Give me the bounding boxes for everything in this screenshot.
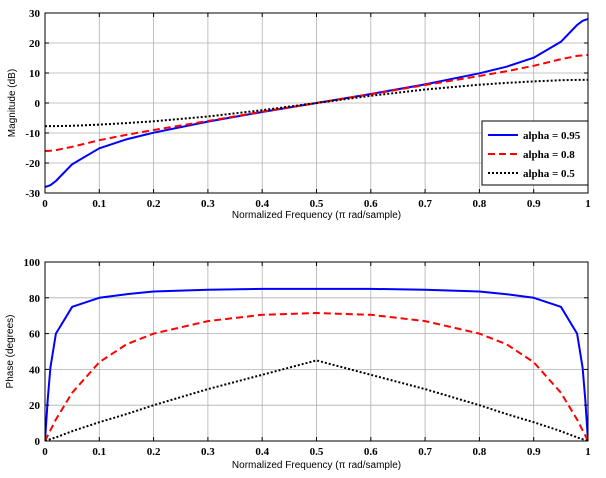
y-tick-label: 0 bbox=[35, 98, 41, 110]
y-tick-label: -20 bbox=[25, 158, 40, 170]
x-tick-label: 0.8 bbox=[473, 198, 487, 210]
x-axis-label: Normalized Frequency (π rad/sample) bbox=[232, 460, 401, 471]
tick-marks bbox=[44, 261, 589, 442]
y-axis-label: Magnitude (dB) bbox=[7, 69, 18, 137]
y-tick-label: 40 bbox=[29, 364, 41, 376]
x-tick-label: 0.2 bbox=[147, 446, 161, 458]
x-axis-label: Normalized Frequency (π rad/sample) bbox=[232, 210, 401, 221]
legend-label-2: alpha = 0.8 bbox=[523, 149, 575, 161]
series-line-3 bbox=[45, 359, 588, 441]
y-tick-label: 80 bbox=[29, 293, 41, 305]
y-axis-label: Phase (degrees) bbox=[5, 315, 16, 389]
x-tick-label: 0.1 bbox=[92, 198, 106, 210]
y-tick-label: 0 bbox=[35, 436, 41, 448]
x-tick-label: 0.8 bbox=[473, 446, 487, 458]
series-group bbox=[45, 18, 588, 188]
x-tick-label: 0.2 bbox=[147, 198, 161, 210]
x-tick-label: 0.3 bbox=[201, 198, 215, 210]
x-tick-label: 0.4 bbox=[255, 446, 269, 458]
x-tick-label: 1 bbox=[585, 198, 591, 210]
x-tick-label: 0 bbox=[42, 446, 48, 458]
x-tick-label: 1 bbox=[585, 446, 591, 458]
series-group bbox=[45, 287, 588, 441]
y-tick-label: -30 bbox=[25, 188, 40, 200]
tick-marks bbox=[44, 12, 589, 194]
legend-label-3: alpha = 0.5 bbox=[523, 168, 575, 180]
y-tick-label: 100 bbox=[24, 257, 41, 269]
x-tick-label: 0.9 bbox=[527, 446, 541, 458]
x-tick-label: 0.6 bbox=[364, 446, 378, 458]
y-tick-label: 20 bbox=[29, 400, 41, 412]
chart-2: 0 0.1 0.2 0.3 0.4 0.5 0.6 0.7 0.8 0.9 1 0 20 40 60 80 10… bbox=[5, 257, 591, 471]
y-tick-label: 10 bbox=[29, 68, 41, 80]
x-tick-label: 0.5 bbox=[310, 198, 324, 210]
series-line-3 bbox=[45, 78, 588, 128]
x-tick-label: 0.4 bbox=[255, 198, 269, 210]
series-line-2 bbox=[45, 312, 588, 441]
x-tick-label: 0.9 bbox=[527, 198, 541, 210]
y-tick-label: 60 bbox=[29, 329, 41, 341]
y-tick-label: -10 bbox=[25, 128, 40, 140]
x-tick-label: 0.3 bbox=[201, 446, 215, 458]
x-tick-label: 0 bbox=[42, 198, 48, 210]
y-tick-label: 20 bbox=[29, 38, 41, 50]
grid bbox=[45, 262, 588, 441]
series-line-1 bbox=[45, 287, 588, 441]
x-tick-label: 0.1 bbox=[92, 446, 106, 458]
x-tick-label: 0.6 bbox=[364, 198, 378, 210]
legend-label-1: alpha = 0.95 bbox=[523, 130, 581, 142]
y-tick-label: 30 bbox=[29, 8, 41, 20]
x-tick-label: 0.7 bbox=[418, 446, 432, 458]
x-tick-label: 0.5 bbox=[310, 446, 324, 458]
legend: alpha = 0.95 alpha = 0.8 alpha = 0.5 bbox=[481, 120, 589, 186]
x-tick-label: 0.7 bbox=[418, 198, 432, 210]
chart-1: 0 0.1 0.2 0.3 0.4 0.5 0.6 0.7 0.8 0.9 1 -30 -20 -10 0 1… bbox=[7, 8, 591, 221]
